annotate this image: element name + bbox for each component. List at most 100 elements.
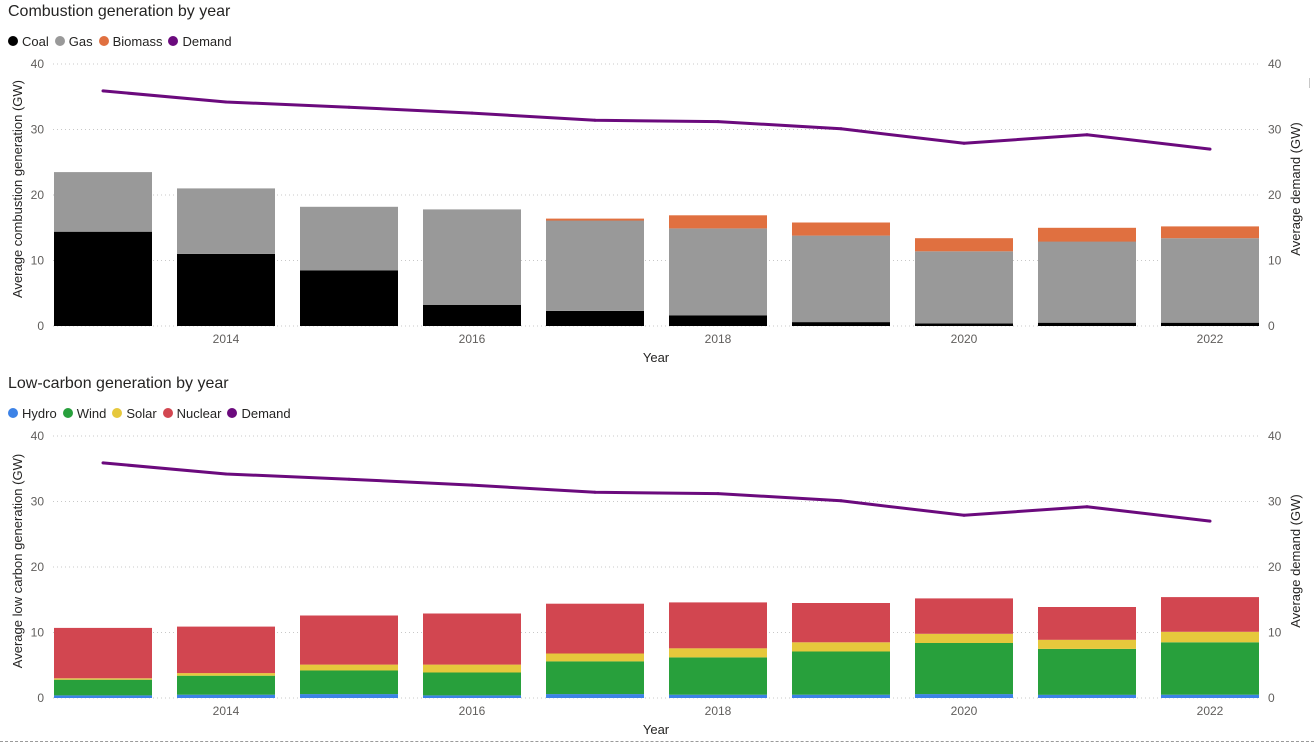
bar-hydro-2018[interactable] [669, 694, 767, 698]
demand-point-2021[interactable] [1085, 133, 1089, 137]
bar-gas-2013[interactable] [54, 172, 152, 232]
bar-coal-2021[interactable] [1038, 322, 1136, 326]
legend-item-hydro[interactable]: Hydro [8, 406, 57, 421]
bar-nuclear-2016[interactable] [423, 613, 521, 665]
demand-point-2021[interactable] [1085, 505, 1089, 509]
bar-coal-2014[interactable] [177, 253, 275, 326]
bar-gas-2017[interactable] [546, 220, 644, 311]
demand-point-2018[interactable] [716, 120, 720, 124]
bar-nuclear-2015[interactable] [300, 615, 398, 665]
bar-nuclear-2018[interactable] [669, 602, 767, 649]
bar-hydro-2014[interactable] [177, 694, 275, 698]
legend-item-wind[interactable]: Wind [62, 406, 106, 421]
demand-point-2013[interactable] [101, 89, 105, 93]
bar-gas-2020[interactable] [915, 251, 1013, 324]
bar-nuclear-2019[interactable] [792, 603, 890, 643]
bar-wind-2015[interactable] [300, 670, 398, 695]
demand-point-2018[interactable] [716, 492, 720, 496]
bar-biomass-2020[interactable] [915, 238, 1013, 252]
demand-point-2016[interactable] [470, 483, 474, 487]
bar-hydro-2019[interactable] [792, 694, 890, 698]
legend-item-coal[interactable]: Coal [8, 34, 49, 49]
legend-item-solar[interactable]: Solar [112, 406, 157, 421]
bar-solar-2013[interactable] [54, 678, 152, 680]
bar-coal-2020[interactable] [915, 323, 1013, 326]
demand-point-2015[interactable] [347, 105, 351, 109]
bar-gas-2015[interactable] [300, 206, 398, 271]
legend-item-demand[interactable]: Demand [168, 34, 232, 49]
bar-gas-2014[interactable] [177, 188, 275, 254]
bar-wind-2014[interactable] [177, 675, 275, 695]
bar-solar-2022[interactable] [1161, 631, 1259, 643]
bar-coal-2017[interactable] [546, 310, 644, 326]
bar-gas-2022[interactable] [1161, 238, 1259, 323]
bar-hydro-2016[interactable] [423, 695, 521, 698]
bar-hydro-2022[interactable] [1161, 694, 1259, 698]
bar-hydro-2013[interactable] [54, 695, 152, 698]
bar-nuclear-2020[interactable] [915, 598, 1013, 634]
demand-point-2017[interactable] [593, 490, 597, 494]
bar-solar-2019[interactable] [792, 642, 890, 652]
demand-point-2022[interactable] [1208, 147, 1212, 151]
bar-biomass-2017[interactable] [546, 218, 644, 221]
bar-wind-2016[interactable] [423, 672, 521, 696]
bar-hydro-2017[interactable] [546, 694, 644, 698]
bar-hydro-2015[interactable] [300, 694, 398, 698]
y-tick-label: 40 [31, 57, 45, 71]
bar-coal-2018[interactable] [669, 315, 767, 327]
demand-point-2014[interactable] [224, 100, 228, 104]
legend-swatch-nuclear [162, 408, 173, 418]
bar-nuclear-2014[interactable] [177, 626, 275, 674]
legend-item-nuclear[interactable]: Nuclear [162, 406, 221, 421]
bar-hydro-2021[interactable] [1038, 694, 1136, 698]
bar-coal-2016[interactable] [423, 305, 521, 326]
bar-gas-2019[interactable] [792, 235, 890, 323]
bar-coal-2015[interactable] [300, 270, 398, 326]
demand-line[interactable] [102, 89, 1211, 151]
legend-item-biomass[interactable]: Biomass [98, 34, 162, 49]
bar-coal-2013[interactable] [54, 231, 152, 326]
bar-hydro-2020[interactable] [915, 694, 1013, 698]
bar-solar-2020[interactable] [915, 633, 1013, 643]
bar-nuclear-2017[interactable] [546, 603, 644, 654]
demand-line[interactable] [102, 461, 1211, 523]
demand-point-2019[interactable] [839, 127, 843, 131]
demand-point-2015[interactable] [347, 477, 351, 481]
demand-point-2013[interactable] [101, 461, 105, 465]
demand-point-2014[interactable] [224, 472, 228, 476]
bar-wind-2022[interactable] [1161, 642, 1259, 695]
bar-nuclear-2013[interactable] [54, 627, 152, 679]
bar-wind-2019[interactable] [792, 651, 890, 695]
bar-nuclear-2021[interactable] [1038, 607, 1136, 640]
bar-wind-2017[interactable] [546, 661, 644, 695]
bar-solar-2016[interactable] [423, 664, 521, 673]
demand-point-2020[interactable] [962, 141, 966, 145]
demand-point-2020[interactable] [962, 513, 966, 517]
bar-solar-2018[interactable] [669, 648, 767, 658]
bar-wind-2013[interactable] [54, 679, 152, 696]
bar-biomass-2022[interactable] [1161, 226, 1259, 239]
demand-point-2019[interactable] [839, 499, 843, 503]
bar-solar-2021[interactable] [1038, 639, 1136, 649]
bar-gas-2021[interactable] [1038, 241, 1136, 323]
demand-point-2022[interactable] [1208, 519, 1212, 523]
bar-wind-2020[interactable] [915, 643, 1013, 695]
bar-biomass-2018[interactable] [669, 215, 767, 229]
legend-item-gas[interactable]: Gas [54, 34, 93, 49]
bar-coal-2022[interactable] [1161, 322, 1259, 326]
bar-solar-2015[interactable] [300, 664, 398, 671]
bar-gas-2016[interactable] [423, 209, 521, 305]
bar-biomass-2021[interactable] [1038, 227, 1136, 242]
bar-biomass-2019[interactable] [792, 222, 890, 236]
bar-nuclear-2022[interactable] [1161, 597, 1259, 632]
bar-solar-2017[interactable] [546, 653, 644, 662]
bar-wind-2018[interactable] [669, 657, 767, 695]
demand-point-2016[interactable] [470, 111, 474, 115]
bar-solar-2014[interactable] [177, 673, 275, 676]
bar-gas-2018[interactable] [669, 228, 767, 316]
bar-coal-2019[interactable] [792, 322, 890, 326]
bar-wind-2021[interactable] [1038, 648, 1136, 695]
legend-item-demand[interactable]: Demand [227, 406, 291, 421]
demand-point-2017[interactable] [593, 118, 597, 122]
